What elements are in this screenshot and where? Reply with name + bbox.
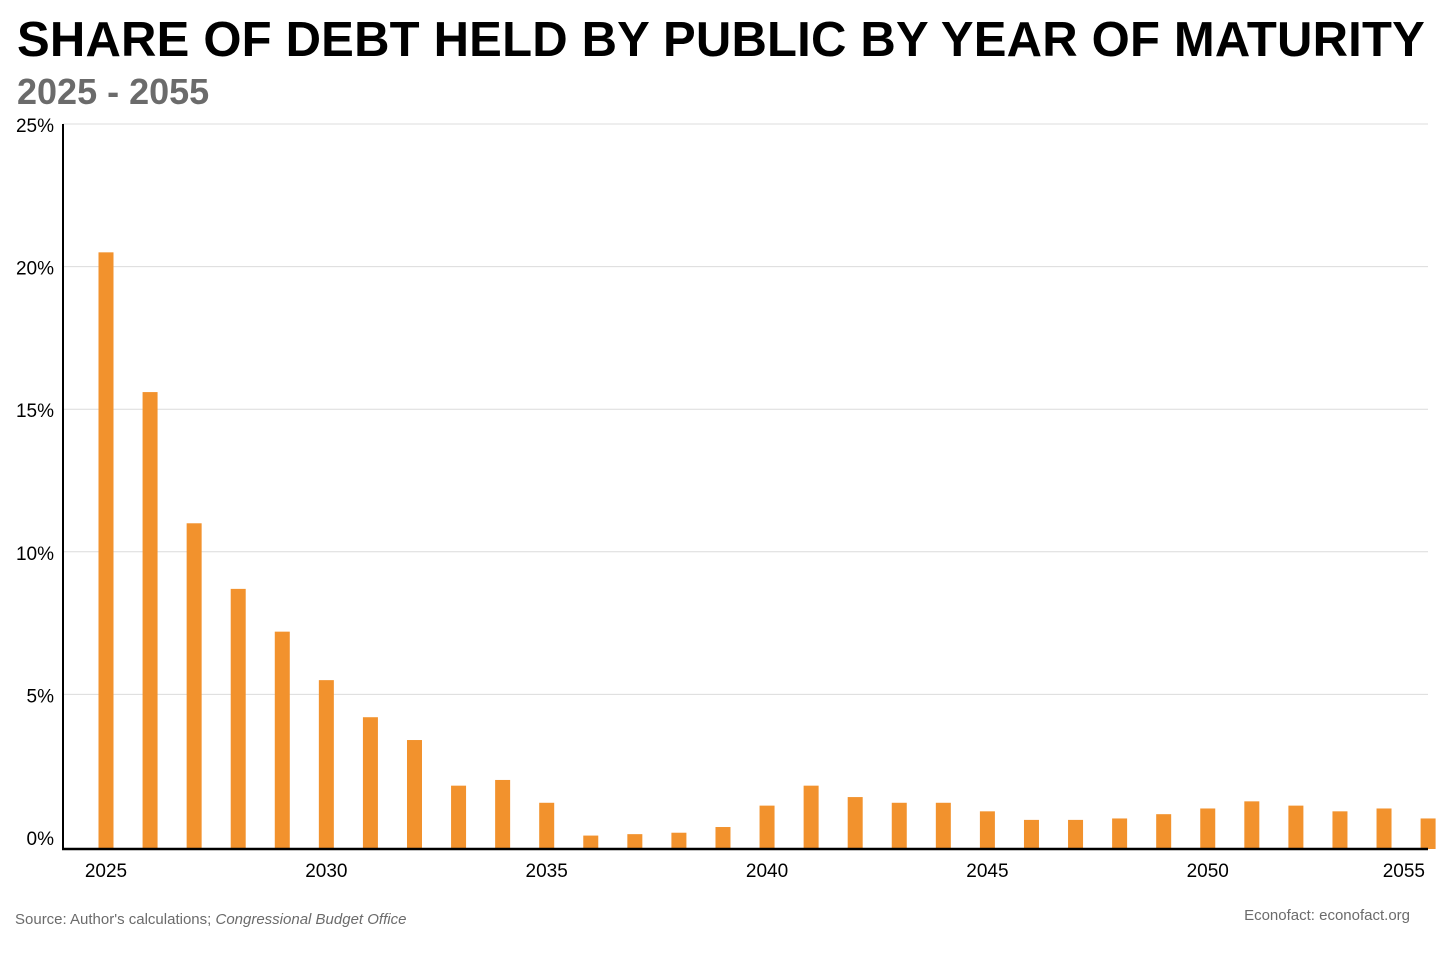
bar [318,680,334,849]
bar [1244,801,1260,849]
x-tick-labels: 2025 2030 2035 2040 2045 2050 2055 [85,861,1425,882]
y-tick-labels: 0% 5% 10% 15% 20% 25% [16,116,54,850]
bar [1288,805,1304,849]
bar [847,797,863,849]
x-tick-label: 2055 [1383,861,1425,882]
bar [406,740,422,849]
x-tick-label: 2045 [966,861,1008,882]
bar [451,785,467,849]
bar [671,832,687,849]
bar [98,252,114,850]
x-tick-label: 2040 [746,861,788,882]
credit-note: Econofact: econofact.org [1244,907,1410,924]
bar [539,802,555,849]
x-tick-label: 2025 [85,861,127,882]
bar [715,827,731,849]
bar [583,835,599,849]
y-tick-label: 10% [16,544,54,565]
bar [362,717,378,849]
bar [803,785,819,849]
source-prefix: Source: Author's calculations; [15,911,216,928]
x-tick-label: 2030 [305,861,347,882]
bar [1156,814,1172,849]
chart-subtitle: 2025 - 2055 [17,71,210,112]
bar [186,523,202,849]
bar [1200,808,1216,849]
bar [979,811,995,849]
bar [1420,818,1436,849]
y-tick-label: 20% [16,259,54,280]
bar [627,834,643,849]
bar [1376,808,1392,849]
source-note: Source: Author's calculations; Congressi… [15,911,406,928]
axes [62,124,1428,851]
y-tick-label: 0% [27,829,55,850]
chart-title: SHARE OF DEBT HELD BY PUBLIC BY YEAR OF … [17,13,1426,67]
source-publisher: Congressional Budget Office [215,911,407,928]
gridlines [63,123,1428,695]
y-tick-label: 5% [27,686,55,707]
bar [759,805,775,849]
bars [98,252,1436,850]
y-tick-label: 25% [16,116,54,137]
bar [1332,811,1348,849]
bar [495,779,511,849]
x-tick-label: 2050 [1187,861,1229,882]
bar [230,588,246,849]
bar [1068,819,1084,849]
bar [1112,818,1128,849]
bar [142,392,158,849]
y-tick-label: 15% [16,401,54,422]
bar [274,631,290,849]
bar [1023,819,1039,849]
x-tick-label: 2035 [526,861,568,882]
bar [891,802,907,849]
bar [935,802,951,849]
